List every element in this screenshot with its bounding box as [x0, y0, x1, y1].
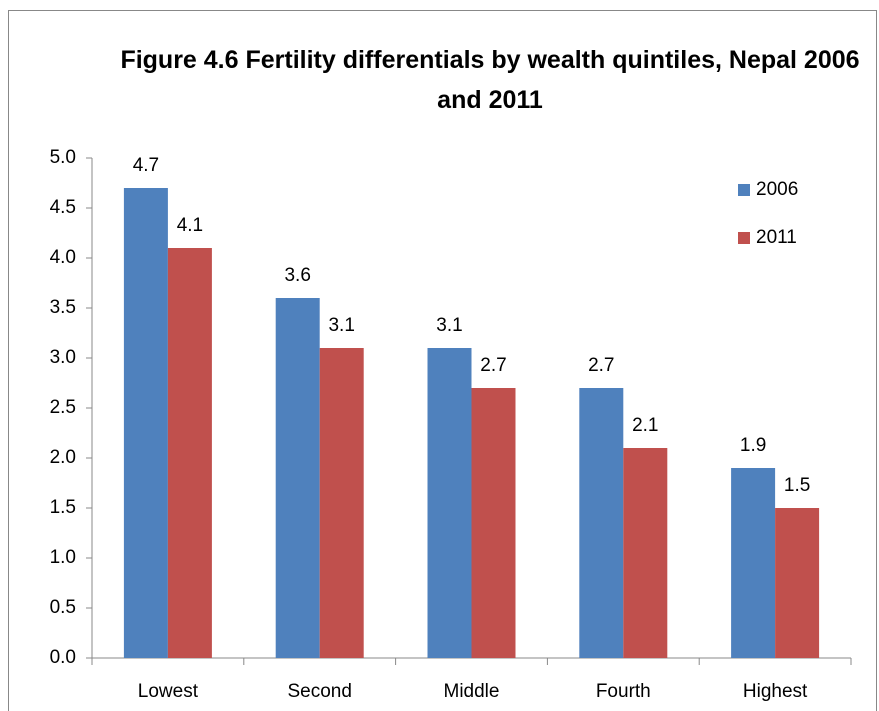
bar: [775, 508, 820, 658]
y-tick-label: 0.5: [50, 597, 76, 618]
data-label: 4.7: [133, 155, 159, 176]
data-label: 3.1: [436, 315, 462, 336]
legend-label: 2011: [756, 227, 797, 248]
data-label: 1.5: [784, 475, 810, 496]
x-tick-label: Middle: [444, 681, 500, 702]
y-tick-label: 2.5: [50, 397, 76, 418]
y-tick-label: 2.0: [50, 447, 76, 468]
x-tick-label: Fourth: [596, 681, 651, 702]
data-label: 4.1: [177, 215, 203, 236]
legend-swatch: [738, 184, 750, 196]
bar: [167, 248, 212, 658]
bar: [731, 468, 776, 658]
y-tick-label: 4.0: [50, 247, 76, 268]
data-label: 1.9: [740, 435, 766, 456]
data-label: 2.7: [480, 355, 506, 376]
y-tick-label: 3.5: [50, 297, 76, 318]
bar: [123, 188, 168, 658]
y-tick-label: 0.0: [50, 647, 76, 668]
bar: [275, 298, 320, 658]
bar: [579, 388, 624, 658]
y-tick-label: 3.0: [50, 347, 76, 368]
data-label: 2.1: [632, 415, 658, 436]
x-tick-label: Second: [287, 681, 351, 702]
chart-border: [8, 10, 877, 711]
bar: [319, 348, 364, 658]
data-label: 3.1: [328, 315, 354, 336]
bar: [623, 448, 668, 658]
x-tick-label: Highest: [743, 681, 808, 702]
legend-swatch: [738, 232, 750, 244]
y-tick-label: 1.5: [50, 497, 76, 518]
legend-label: 2006: [756, 179, 798, 200]
y-tick-label: 5.0: [50, 147, 76, 168]
bar: [471, 388, 516, 658]
y-tick-label: 1.0: [50, 547, 76, 568]
chart-title: Figure 4.6 Fertility differentials by we…: [120, 46, 860, 114]
data-label: 2.7: [588, 355, 614, 376]
data-label: 3.6: [284, 265, 310, 286]
y-tick-label: 4.5: [50, 197, 76, 218]
bar: [427, 348, 472, 658]
x-tick-label: Lowest: [138, 681, 199, 702]
